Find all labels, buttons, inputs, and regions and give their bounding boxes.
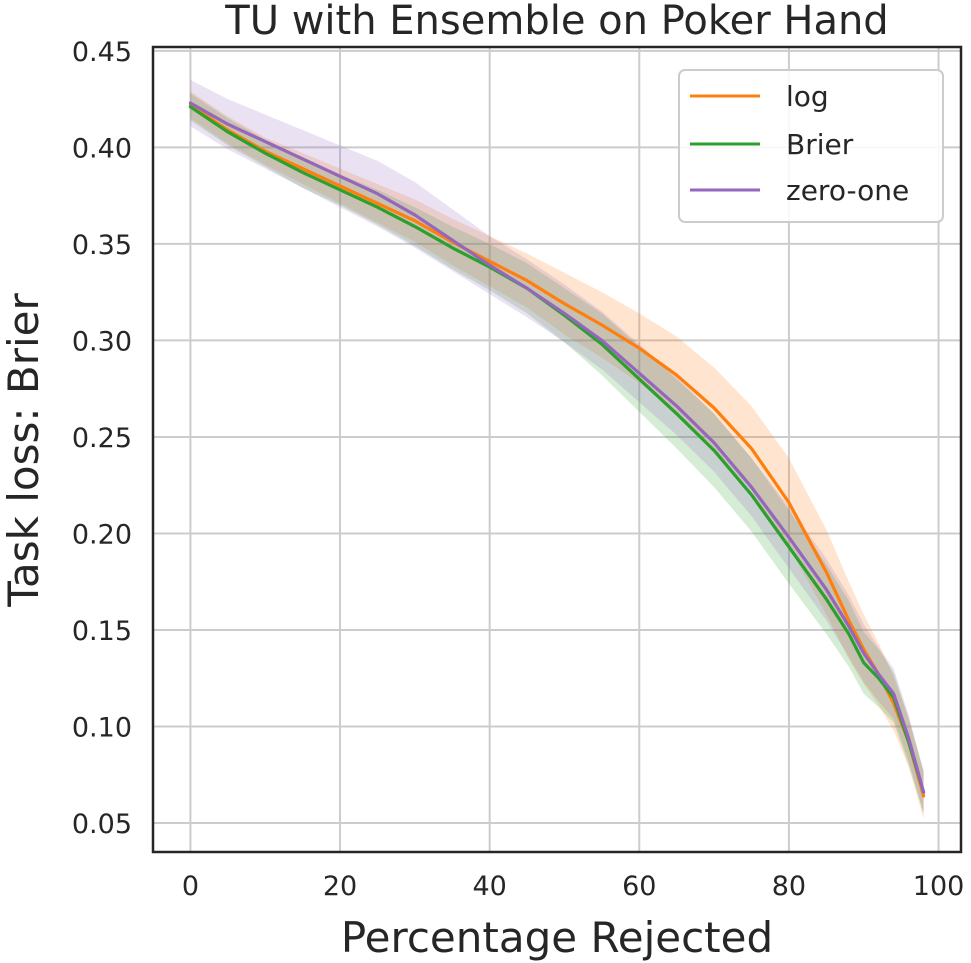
y-tick-label: 0.35 <box>72 230 132 261</box>
x-axis-ticks: 0 20 40 60 80 100 <box>182 871 965 902</box>
band-log <box>190 91 924 820</box>
plot-frame <box>151 45 963 854</box>
line-zero-one <box>188 101 926 794</box>
chart-title: TU with Ensemble on Poker Hand <box>224 0 888 44</box>
legend-label-log: log <box>786 80 829 113</box>
x-axis-label: Percentage Rejected <box>341 913 773 962</box>
band-brier <box>190 93 924 814</box>
line-brier <box>188 105 926 794</box>
y-tick-label: 0.10 <box>72 713 132 744</box>
legend: log Brier zero-one <box>678 69 944 223</box>
x-tick-label: 80 <box>772 871 806 902</box>
x-tick-label: 40 <box>472 871 506 902</box>
y-tick-label: 0.45 <box>72 37 132 68</box>
x-tick-label: 60 <box>622 871 656 902</box>
line-log <box>188 103 926 798</box>
y-tick-label: 0.30 <box>72 326 132 357</box>
y-tick-label: 0.40 <box>72 133 132 164</box>
y-axis-label: Task loss: Brier <box>0 293 48 608</box>
y-tick-label: 0.15 <box>72 616 132 647</box>
legend-label-brier: Brier <box>786 128 854 161</box>
series-lines <box>188 101 926 798</box>
x-tick-label: 100 <box>913 871 965 902</box>
y-axis-ticks: 0.05 0.10 0.15 0.20 0.25 0.30 0.35 0.40 0.45 <box>72 37 132 840</box>
y-tick-label: 0.25 <box>72 423 132 454</box>
y-tick-label: 0.20 <box>72 519 132 550</box>
y-tick-label: 0.05 <box>72 809 132 840</box>
x-tick-label: 20 <box>323 871 357 902</box>
legend-box <box>678 69 944 223</box>
x-tick-label: 0 <box>182 871 199 902</box>
legend-label-zero-one: zero-one <box>786 174 909 207</box>
